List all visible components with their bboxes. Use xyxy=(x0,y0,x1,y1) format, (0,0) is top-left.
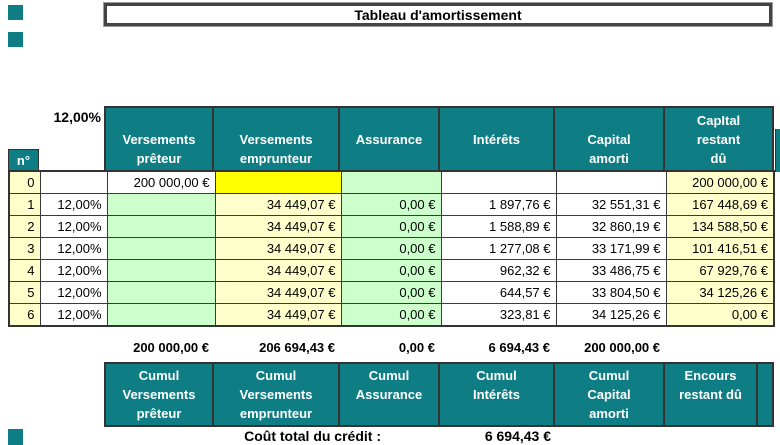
header-num: n° xyxy=(8,149,39,171)
total-versements-preteur: 200 000,00 € xyxy=(133,340,209,355)
total-spacer xyxy=(8,338,39,358)
annual-rate-label: 12,00% xyxy=(53,109,101,125)
header-capital-restant-du: CapItal restant dû xyxy=(665,108,772,170)
cell-versements-preteur[interactable] xyxy=(106,259,216,282)
table-row: 6 12,00% 34 449,07 € 0,00 € 323,81 € 34 … xyxy=(8,303,775,327)
cell-capital-restant[interactable]: 134 588,50 € xyxy=(665,215,775,238)
cell-num[interactable]: 4 xyxy=(8,259,41,282)
table-row: 0 200 000,00 € 200 000,00 € xyxy=(8,170,775,194)
total-capital-amorti: 200 000,00 € xyxy=(584,340,660,355)
cell-capital-amorti[interactable]: 34 125,26 € xyxy=(555,303,667,327)
cell-num[interactable]: 2 xyxy=(8,215,41,238)
cell-versements-emprunteur[interactable]: 34 449,07 € xyxy=(214,303,342,327)
cell-taux[interactable]: 12,00% xyxy=(39,237,108,260)
header-capital-amorti: Capital amorti xyxy=(555,108,665,170)
cell-assurance[interactable] xyxy=(340,170,442,194)
cumul-versements-preteur: Cumul Versements prêteur xyxy=(106,364,214,425)
cell-versements-preteur[interactable]: 200 000,00 € xyxy=(106,170,216,194)
encours-restant-du: Encours restant dû xyxy=(665,364,758,425)
cell-capital-restant[interactable]: 34 125,26 € xyxy=(665,281,775,304)
totals-row: 200 000,00 € 206 694,43 € 0,00 € 6 694,4… xyxy=(8,338,665,358)
cell-capital-amorti[interactable] xyxy=(555,170,667,194)
cumul-header-band: Cumul Versements prêteur Cumul Versement… xyxy=(104,362,774,427)
cell-interets[interactable]: 323,81 € xyxy=(440,303,557,327)
sheet-title-text: Tableau d'amortissement xyxy=(354,6,522,23)
cell-capital-amorti[interactable]: 32 860,19 € xyxy=(555,215,667,238)
header-versements-preteur: Versements prêteur xyxy=(106,108,214,170)
table-row: 2 12,00% 34 449,07 € 0,00 € 1 588,89 € 3… xyxy=(8,215,775,238)
cell-assurance[interactable]: 0,00 € xyxy=(340,259,442,282)
total-versements-emprunteur: 206 694,43 € xyxy=(259,340,335,355)
cell-interets[interactable]: 644,57 € xyxy=(440,281,557,304)
cell-interets[interactable] xyxy=(440,170,557,194)
cut-cell-marker-top1 xyxy=(8,5,23,20)
cell-taux[interactable]: 12,00% xyxy=(39,215,108,238)
cell-versements-emprunteur[interactable]: 34 449,07 € xyxy=(214,193,342,216)
amortization-table: 0 200 000,00 € 200 000,00 € 1 12,00% 34 … xyxy=(8,170,775,327)
cell-versements-emprunteur[interactable]: 34 449,07 € xyxy=(214,215,342,238)
table-row: 5 12,00% 34 449,07 € 0,00 € 644,57 € 33 … xyxy=(8,281,775,304)
cell-versements-preteur[interactable] xyxy=(106,303,216,327)
cell-capital-amorti[interactable]: 33 804,50 € xyxy=(555,281,667,304)
cell-assurance[interactable]: 0,00 € xyxy=(340,193,442,216)
header-interets: Intérêts xyxy=(440,108,555,170)
cut-cell-marker-top2 xyxy=(8,32,23,47)
cell-interets[interactable]: 1 897,76 € xyxy=(440,193,557,216)
cumul-blank-cell xyxy=(758,364,772,425)
cell-capital-restant[interactable]: 167 448,69 € xyxy=(665,193,775,216)
cell-capital-restant[interactable]: 0,00 € xyxy=(665,303,775,327)
total-interets: 6 694,43 € xyxy=(488,340,550,355)
cell-capital-amorti[interactable]: 33 486,75 € xyxy=(555,259,667,282)
cell-capital-restant[interactable]: 200 000,00 € xyxy=(665,170,775,194)
cell-assurance[interactable]: 0,00 € xyxy=(340,281,442,304)
total-assurance: 0,00 € xyxy=(398,340,435,355)
cumul-versements-emprunteur: Cumul Versements emprunteur xyxy=(214,364,340,425)
cell-capital-restant[interactable]: 101 416,51 € xyxy=(665,237,775,260)
cell-interets[interactable]: 1 588,89 € xyxy=(440,215,557,238)
sheet-title: Tableau d'amortissement xyxy=(104,3,772,26)
cell-versements-preteur[interactable] xyxy=(106,281,216,304)
cell-assurance[interactable]: 0,00 € xyxy=(340,303,442,327)
cell-versements-emprunteur-selected[interactable] xyxy=(214,170,342,194)
cell-assurance[interactable]: 0,00 € xyxy=(340,215,442,238)
cell-num[interactable]: 3 xyxy=(8,237,41,260)
cell-interets[interactable]: 1 277,08 € xyxy=(440,237,557,260)
cell-versements-emprunteur[interactable]: 34 449,07 € xyxy=(214,259,342,282)
cout-total-label: Coût total du crédit : xyxy=(244,428,381,444)
cell-taux[interactable] xyxy=(39,170,108,194)
cell-capital-amorti[interactable]: 32 551,31 € xyxy=(555,193,667,216)
cumul-assurance: Cumul Assurance xyxy=(340,364,440,425)
table-row: 3 12,00% 34 449,07 € 0,00 € 1 277,08 € 3… xyxy=(8,237,775,260)
cell-interets[interactable]: 962,32 € xyxy=(440,259,557,282)
column-header-band: Versements prêteur Versements emprunteur… xyxy=(104,106,774,172)
cell-versements-emprunteur[interactable]: 34 449,07 € xyxy=(214,281,342,304)
cell-capital-restant[interactable]: 67 929,76 € xyxy=(665,259,775,282)
cell-versements-preteur[interactable] xyxy=(106,215,216,238)
cell-versements-emprunteur[interactable]: 34 449,07 € xyxy=(214,237,342,260)
cell-taux[interactable]: 12,00% xyxy=(39,303,108,327)
cumul-interets: Cumul Intérêts xyxy=(440,364,555,425)
cout-total-value: 6 694,43 € xyxy=(484,428,551,444)
cell-assurance[interactable]: 0,00 € xyxy=(340,237,442,260)
cell-num[interactable]: 1 xyxy=(8,193,41,216)
cell-taux[interactable]: 12,00% xyxy=(39,281,108,304)
cell-num[interactable]: 0 xyxy=(8,170,41,194)
cell-versements-preteur[interactable] xyxy=(106,193,216,216)
total-spacer xyxy=(39,338,106,358)
header-assurance: Assurance xyxy=(340,108,440,170)
header-versements-emprunteur: Versements emprunteur xyxy=(214,108,340,170)
table-row: 1 12,00% 34 449,07 € 0,00 € 1 897,76 € 3… xyxy=(8,193,775,216)
cell-capital-amorti[interactable]: 33 171,99 € xyxy=(555,237,667,260)
cumul-capital-amorti: Cumul Capital amorti xyxy=(555,364,665,425)
cut-column-sliver-header xyxy=(775,129,780,172)
cell-num[interactable]: 5 xyxy=(8,281,41,304)
cell-taux[interactable]: 12,00% xyxy=(39,259,108,282)
cell-versements-preteur[interactable] xyxy=(106,237,216,260)
cell-num[interactable]: 6 xyxy=(8,303,41,327)
cut-cell-marker-bottom xyxy=(8,429,23,445)
table-row: 4 12,00% 34 449,07 € 0,00 € 962,32 € 33 … xyxy=(8,259,775,282)
cell-taux[interactable]: 12,00% xyxy=(39,193,108,216)
